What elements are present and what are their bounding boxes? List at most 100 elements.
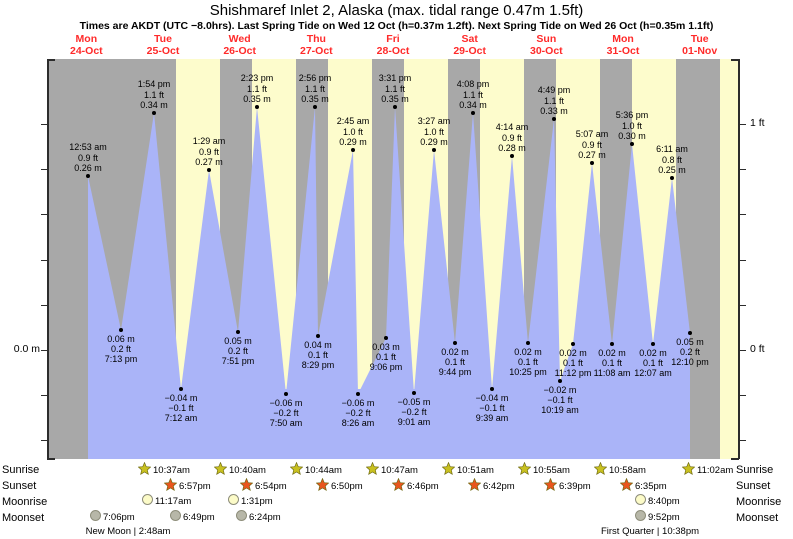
astro-time: 6:49pm: [183, 511, 215, 523]
tide-chart[interactable]: [48, 59, 738, 459]
astro-time: 9:52pm: [648, 511, 680, 523]
tide-label-line: 0.35 m: [301, 93, 329, 104]
daylight-band-7: [720, 59, 738, 459]
tide-label-line: 5:07 am: [575, 129, 609, 140]
astro-time: 10:51am: [457, 464, 494, 476]
sunset-cell-0: 6:57pm: [164, 478, 211, 494]
tide-label-line: 0.05 m: [676, 337, 704, 347]
right-axis-tick-4: [739, 305, 746, 306]
chart-left-border: [47, 59, 49, 459]
right-axis-label-1: 0 ft: [750, 343, 765, 355]
high-tide-label-5: 2:45 am 1.0 ft 0.29 m: [293, 116, 413, 147]
moonset-icon: [236, 510, 247, 524]
sunrise-star-icon: [518, 462, 531, 478]
low-tide-label-6: 0.03 m 0.1 ft 9:06 pm: [326, 342, 446, 373]
moonset-row-label-left: Moonset: [2, 512, 45, 524]
astro-time: 6:35pm: [635, 480, 667, 492]
tide-label-line: −0.2 ft: [345, 408, 371, 419]
tide-label-line: 0.1 ft: [562, 358, 583, 369]
high-tide-dot-2: [207, 168, 211, 172]
sunrise-star-icon: [682, 462, 695, 478]
day-of-week: Tue: [154, 33, 172, 45]
moonset-row-label-right: Moonset: [736, 512, 779, 524]
sunset-cell-3: 6:46pm: [392, 478, 439, 494]
sunrise-cell-0: 10:37am: [138, 462, 190, 478]
astro-time: 6:24pm: [249, 511, 281, 523]
tide-label-line: 0.02 m: [514, 347, 542, 357]
sunset-cell-1: 6:54pm: [240, 478, 287, 494]
tide-label-line: 1.1 ft: [543, 95, 564, 106]
right-axis-tick-6: [739, 395, 746, 396]
low-tide-label-15: 0.05 m 0.2 ft 12:10 pm: [630, 337, 750, 368]
tide-label-line: 9:06 pm: [369, 362, 403, 373]
left-axis-label-0: 0.0 m: [13, 343, 40, 355]
page-title: Shishmaref Inlet 2, Alaska (max. tidal r…: [209, 2, 584, 19]
tide-label-line: 0.27 m: [578, 149, 606, 160]
left-axis-tick-5: [41, 350, 48, 351]
tide-label-line: 1.0 ft: [423, 126, 444, 137]
day-date: 28-Oct: [376, 45, 410, 57]
tide-label-line: 5:36 pm: [615, 110, 649, 121]
tide-label-line: 0.35 m: [243, 93, 271, 104]
low-tide-label-7: −0.05 m −0.2 ft 9:01 am: [354, 397, 474, 428]
high-tide-dot-11: [590, 161, 594, 165]
low-tide-dot-12: [571, 342, 575, 346]
tide-label-line: 1.0 ft: [621, 120, 642, 131]
high-tide-dot-4: [313, 105, 317, 109]
tide-label-line: −0.06 m: [341, 398, 375, 408]
high-tide-label-2: 1:29 am 0.9 ft 0.27 m: [149, 136, 269, 167]
day-of-week: Sat: [461, 33, 478, 45]
high-tide-label-4: 2:56 pm 1.1 ft 0.35 m: [255, 73, 375, 104]
moon-phase-note-1: First Quarter | 10:38pm: [600, 526, 700, 537]
high-tide-label-6: 3:31 pm 1.1 ft 0.35 m: [335, 73, 455, 104]
astro-time: 10:37am: [153, 464, 190, 476]
left-axis-tick-1: [41, 169, 48, 170]
tide-label-line: 0.02 m: [559, 348, 587, 358]
tide-label-line: 0.03 m: [372, 342, 400, 352]
sunset-cell-2: 6:50pm: [316, 478, 363, 494]
low-tide-dot-14: [651, 342, 655, 346]
sunset-star-icon: [392, 478, 405, 494]
tide-label-line: 3:31 pm: [378, 73, 412, 84]
sunrise-star-icon: [138, 462, 151, 478]
tide-label-line: 8:26 am: [341, 418, 375, 429]
left-axis-tick-2: [41, 214, 48, 215]
low-tide-dot-1: [179, 387, 183, 391]
right-axis-tick-7: [739, 440, 746, 441]
moonset-cell-3: 9:52pm: [635, 510, 680, 524]
tide-label-line: 0.02 m: [639, 348, 667, 358]
tide-label-line: 7:13 pm: [104, 354, 138, 365]
low-tide-label-14: 0.02 m 0.1 ft 12:07 am: [593, 348, 713, 379]
astro-time: 10:58am: [609, 464, 646, 476]
tide-label-line: 0.34 m: [140, 99, 168, 110]
tide-label-line: 0.04 m: [304, 340, 332, 350]
sunrise-row-label-right: Sunrise: [736, 464, 774, 476]
sunset-row-label-right: Sunset: [736, 480, 771, 492]
day-date: 01-Nov: [682, 45, 718, 57]
tide-label-line: −0.04 m: [164, 393, 198, 403]
tide-label-line: 0.27 m: [195, 156, 223, 167]
high-tide-dot-8: [471, 111, 475, 115]
tide-label-line: 2:23 pm: [240, 73, 274, 84]
high-tide-label-7: 3:27 am 1.0 ft 0.29 m: [374, 116, 494, 147]
sunset-star-icon: [544, 478, 557, 494]
tide-label-line: 10:25 pm: [509, 367, 547, 378]
high-tide-dot-12: [630, 142, 634, 146]
moonset-cell-0: 7:06pm: [90, 510, 135, 524]
low-tide-label-8: 0.02 m 0.1 ft 9:44 pm: [395, 347, 515, 378]
day-header-25-oct: Tue 25-Oct: [123, 33, 203, 57]
moonset-cell-2: 6:24pm: [236, 510, 281, 524]
low-tide-dot-13: [610, 342, 614, 346]
astro-time: 10:40am: [229, 464, 266, 476]
day-date: 30-Oct: [529, 45, 563, 57]
low-tide-dot-9: [490, 387, 494, 391]
tide-label-line: 0.1 ft: [601, 358, 622, 369]
tide-label-line: 0.34 m: [459, 99, 487, 110]
astro-time: 8:40pm: [648, 495, 680, 507]
tide-label-line: 9:44 pm: [438, 367, 472, 378]
astro-time: 11:02am: [697, 464, 734, 476]
sunrise-star-icon: [594, 462, 607, 478]
sunrise-cell-2: 10:44am: [290, 462, 342, 478]
water-fill: [88, 107, 690, 459]
day-of-week: Tue: [690, 33, 709, 45]
